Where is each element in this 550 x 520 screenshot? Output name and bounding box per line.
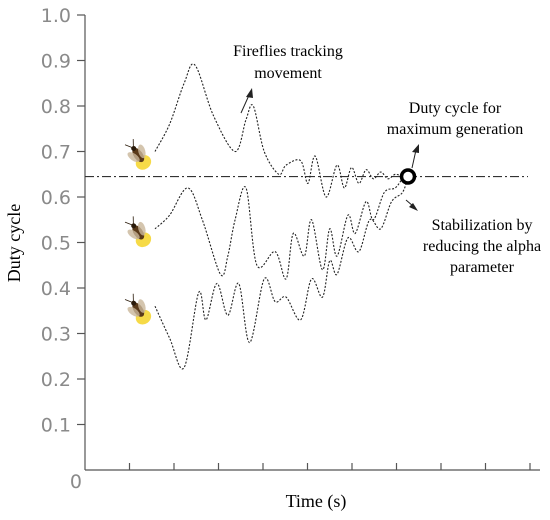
y-tick-label: 0.9 (41, 51, 71, 73)
annotation-tracking-line1: Fireflies tracking (233, 43, 343, 60)
annotation-tracking-line2: movement (254, 65, 322, 82)
arrowhead-stabilization (409, 203, 418, 211)
traces (154, 63, 409, 370)
firefly-icon (124, 216, 152, 248)
series-line-3 (154, 176, 409, 370)
y-tick-label: 0.8 (41, 96, 71, 118)
y-tick-label: 0 (70, 471, 82, 493)
y-tick-label: 0.4 (41, 278, 71, 300)
y-tick-label: 0.2 (41, 369, 71, 391)
optimum-marker-icon (399, 168, 417, 185)
y-tick-label: 0.1 (41, 415, 71, 437)
annotation-stabilization-line1: Stabilization by (432, 217, 533, 234)
y-tick-label: 0.5 (41, 233, 71, 255)
series-line-1 (154, 63, 409, 198)
x-ticks (128, 463, 531, 470)
y-axis-title: Duty cycle (4, 204, 24, 282)
y-tick-label: 0.6 (41, 187, 71, 209)
y-tick-label: 0.3 (41, 324, 71, 346)
annotation-optimum-line2: maximum generation (387, 121, 523, 138)
x-axis-title: Time (s) (286, 491, 347, 512)
annotation-pointers (240, 88, 419, 211)
pointer-optimum (411, 149, 417, 169)
fireflies (124, 139, 152, 325)
series-line-2 (154, 175, 409, 280)
arrowhead-optimum (412, 144, 419, 153)
y-tick-labels: 1.0 0.9 0.8 0.7 0.6 0.5 0.4 0.3 0.2 0.1 0 (41, 5, 82, 493)
annotation-optimum-line1: Duty cycle for (409, 100, 502, 117)
y-tick-label: 1.0 (41, 5, 71, 27)
y-tick-label: 0.7 (41, 142, 71, 164)
firefly-icon (124, 293, 152, 325)
arrowhead-tracking (246, 88, 253, 98)
annotation-stabilization-line3: parameter (450, 259, 515, 276)
firefly-icon (124, 139, 152, 170)
y-ticks (77, 14, 85, 426)
annotation-stabilization-line2: reducing the alpha (423, 238, 541, 255)
